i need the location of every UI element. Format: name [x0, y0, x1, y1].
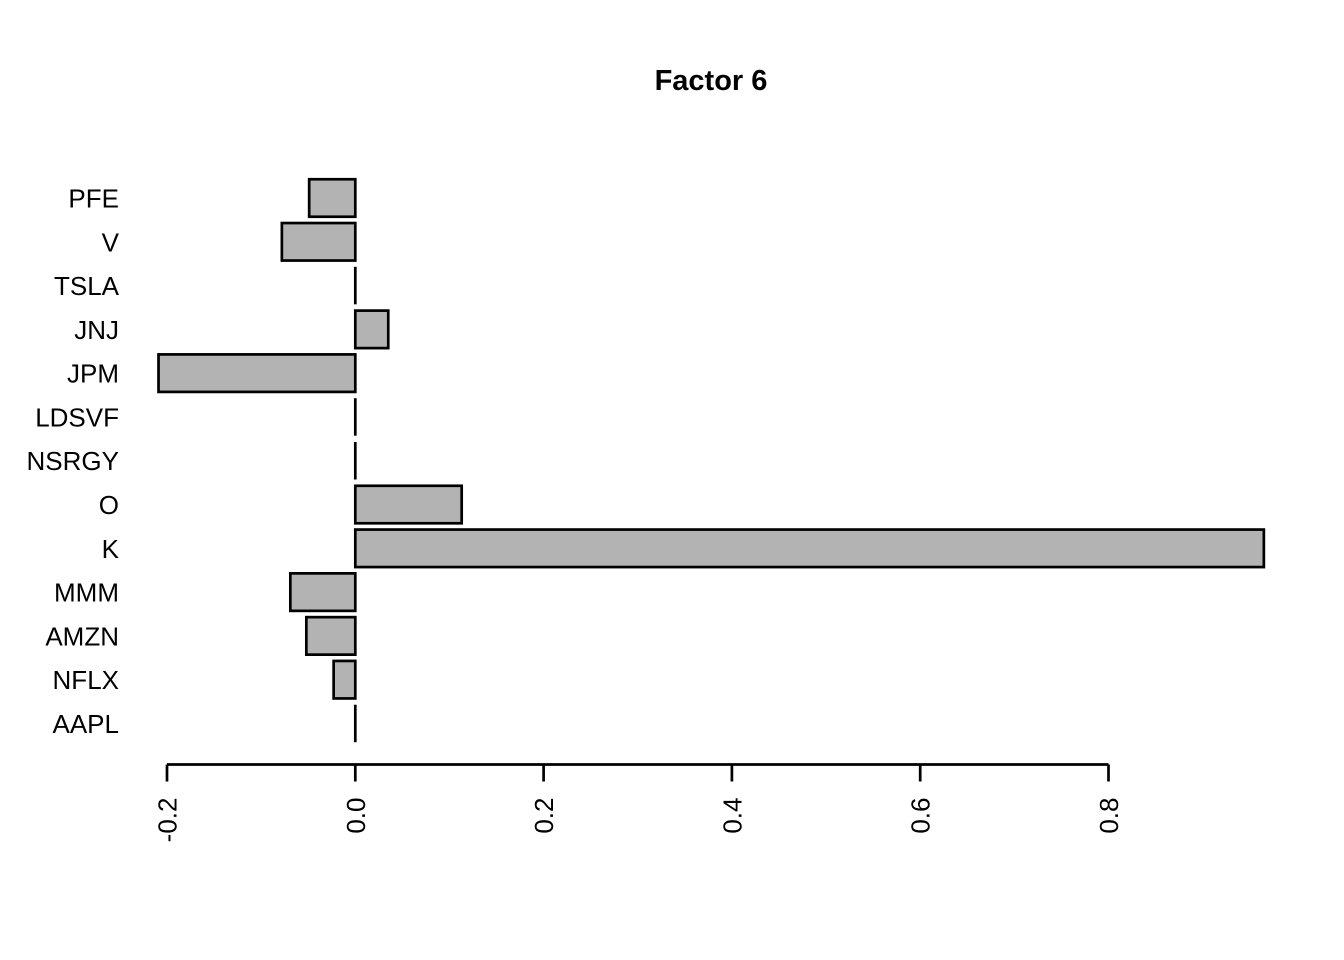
bar-jpm — [157, 353, 357, 394]
chart-title: Factor 6 — [655, 65, 768, 97]
x-axis: -0.2 0.0 0.2 0.4 0.6 0.8 — [153, 763, 1124, 843]
category-label-k: K — [102, 534, 120, 564]
category-label-mmm: MMM — [54, 578, 119, 608]
y-axis-labels: PFE V TSLA JNJ JPM LDSVF NSRGY OK MMM AMZN NFLX AAP… — [27, 184, 120, 739]
category-label-nflx: NFLX — [53, 665, 119, 695]
bar-nflx — [332, 659, 357, 700]
x-tick-label-0.4: 0.4 — [717, 798, 747, 834]
x-tick-label-0.8: 0.8 — [1094, 798, 1124, 834]
bar-pfe — [307, 177, 357, 219]
bar-v — [280, 221, 357, 262]
category-label-ldsvf: LDSVF — [35, 402, 119, 432]
bar-k — [353, 528, 1266, 569]
bar-mmm — [288, 572, 357, 613]
bar-o — [353, 484, 464, 525]
category-label-nsrgy: NSRGY — [27, 446, 119, 476]
x-tick-label-0.6: 0.6 — [906, 798, 936, 834]
bar-jnj — [353, 309, 390, 350]
category-label-v: V — [102, 227, 120, 257]
category-label-pfe: PFE — [68, 184, 119, 214]
x-tick-label-0.0: 0.0 — [341, 798, 371, 834]
category-label-tsla: TSLA — [54, 271, 120, 301]
category-label-o: O — [99, 490, 119, 520]
category-label-aapl: AAPL — [53, 709, 120, 739]
x-tick-label-0.2: 0.2 — [529, 798, 559, 834]
bars-layer — [157, 177, 1266, 743]
x-tick-label--0.2: -0.2 — [153, 798, 183, 843]
category-label-jnj: JNJ — [74, 315, 119, 345]
category-label-amzn: AMZN — [45, 621, 119, 651]
category-label-jpm: JPM — [67, 359, 119, 389]
bar-amzn — [304, 615, 357, 657]
